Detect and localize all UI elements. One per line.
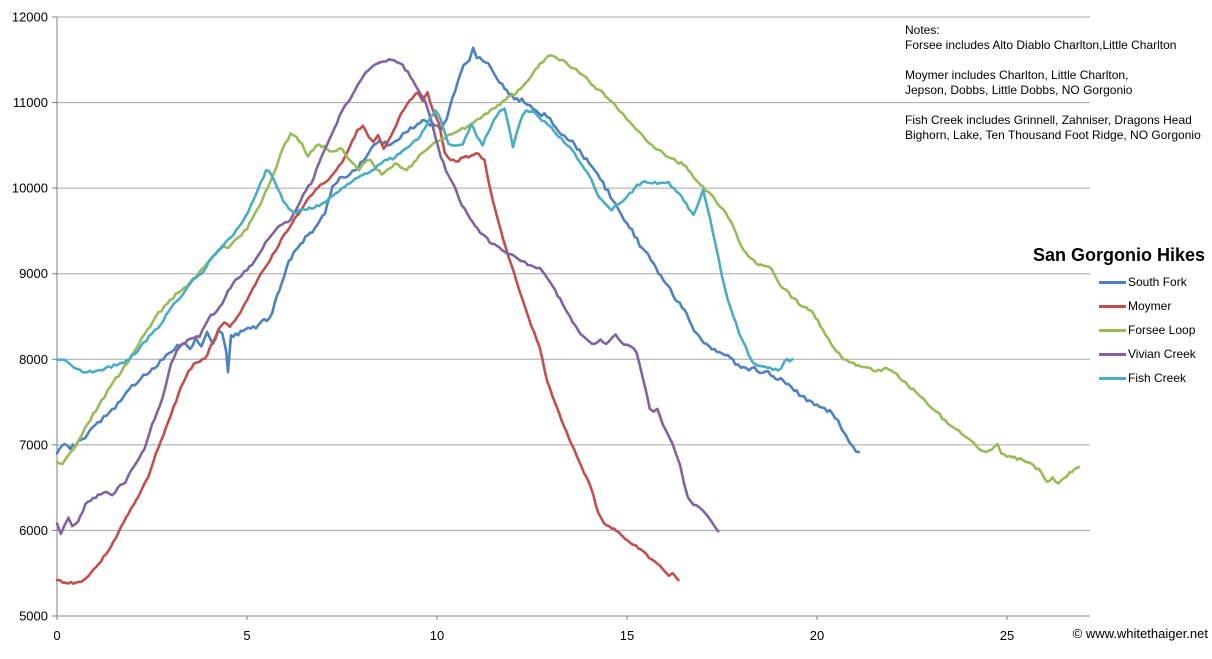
legend-item-vivian-creek: Vivian Creek [1099, 347, 1196, 361]
vivian-creek-line-swatch [1099, 352, 1126, 356]
fish-creek-line-swatch [1099, 376, 1126, 380]
legend-item-moymer: Moymer [1099, 299, 1196, 313]
legend-item-south-fork: South Fork [1099, 275, 1196, 289]
legend-label: Forsee Loop [1128, 323, 1196, 337]
forsee-loop-line-swatch [1099, 328, 1126, 332]
watermark: © www.whitethaiger.net [1072, 626, 1208, 641]
y-axis-label: 11000 [13, 95, 48, 110]
series-line-south-fork [55, 46, 861, 455]
y-axis-label: 6000 [19, 523, 48, 538]
y-axis-label: 5000 [19, 609, 48, 624]
tick-labels: 5000 6000 7000 8000 9000 10000 11000 12000 0 5 10 1… [12, 10, 1014, 644]
notes-annotation: Notes: Forsee includes Alto Diablo Charl… [905, 23, 1201, 142]
legend-label: South Fork [1128, 275, 1187, 289]
y-axis-label: 12000 [12, 10, 48, 25]
x-axis-label: 20 [810, 628, 824, 643]
legend-label: Fish Creek [1128, 371, 1187, 385]
series-line-forsee-loop [55, 54, 1081, 485]
chart-title: San Gorgonio Hikes [1033, 245, 1206, 265]
legend-label: Moymer [1128, 299, 1172, 313]
series-line-moymer [55, 91, 680, 586]
x-axis-label: 0 [53, 628, 60, 643]
legend-label: Vivian Creek [1128, 347, 1196, 361]
legend-item-fish-creek: Fish Creek [1099, 371, 1196, 385]
moymer-line-swatch [1099, 304, 1126, 308]
series-line-vivian-creek [55, 57, 720, 536]
x-axis-label: 15 [620, 628, 634, 643]
series-line-fish-creek [55, 107, 794, 374]
y-axis-label: 7000 [19, 437, 48, 452]
x-axis-label: 10 [430, 628, 444, 643]
axes [52, 16, 1090, 620]
legend: South Fork Moymer Forsee Loop Vivian Cre… [1099, 275, 1196, 385]
series-lines [55, 46, 1081, 586]
y-axis-label: 8000 [19, 352, 48, 367]
x-axis-label: 5 [243, 628, 250, 643]
x-axis-label: 25 [1000, 628, 1014, 643]
south-fork-line-swatch [1099, 280, 1126, 284]
y-axis-label: 10000 [12, 181, 48, 196]
y-axis-label: 9000 [19, 266, 48, 281]
legend-item-forsee-loop: Forsee Loop [1099, 323, 1196, 337]
